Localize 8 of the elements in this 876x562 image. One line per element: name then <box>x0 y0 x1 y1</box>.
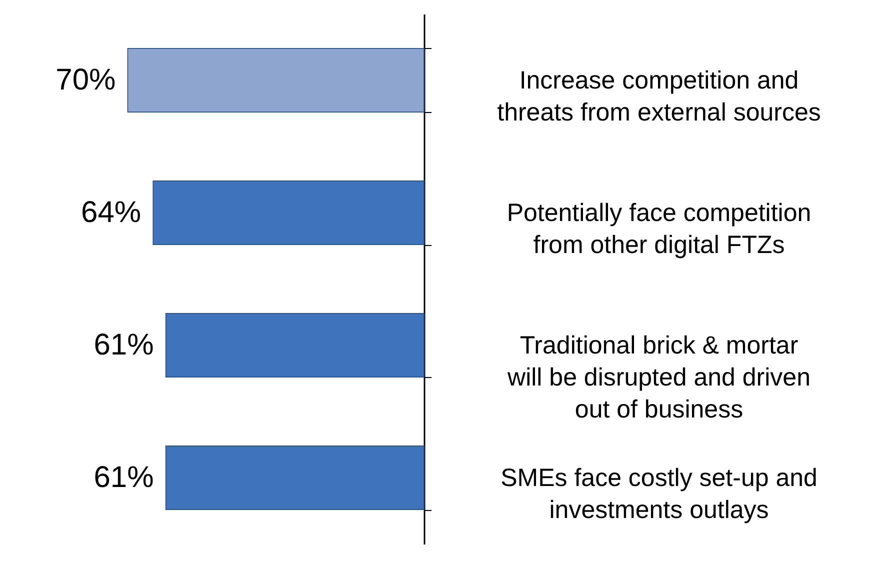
y-tick-label: SMEs face costly set-up and investments outlays <box>500 464 818 524</box>
data-label: 61% <box>94 460 154 494</box>
data-label: 64% <box>81 196 142 229</box>
data-label: 70% <box>56 63 116 96</box>
y-tick-label: Potentially face competition from other digital FTZs <box>506 198 812 259</box>
y-tick-label: Increase competition and threats from external sources <box>497 66 821 126</box>
data-label: 61% <box>94 328 154 362</box>
y-tick-label: Traditional brick & mortar will be disrupted and driven out of business <box>506 331 810 424</box>
